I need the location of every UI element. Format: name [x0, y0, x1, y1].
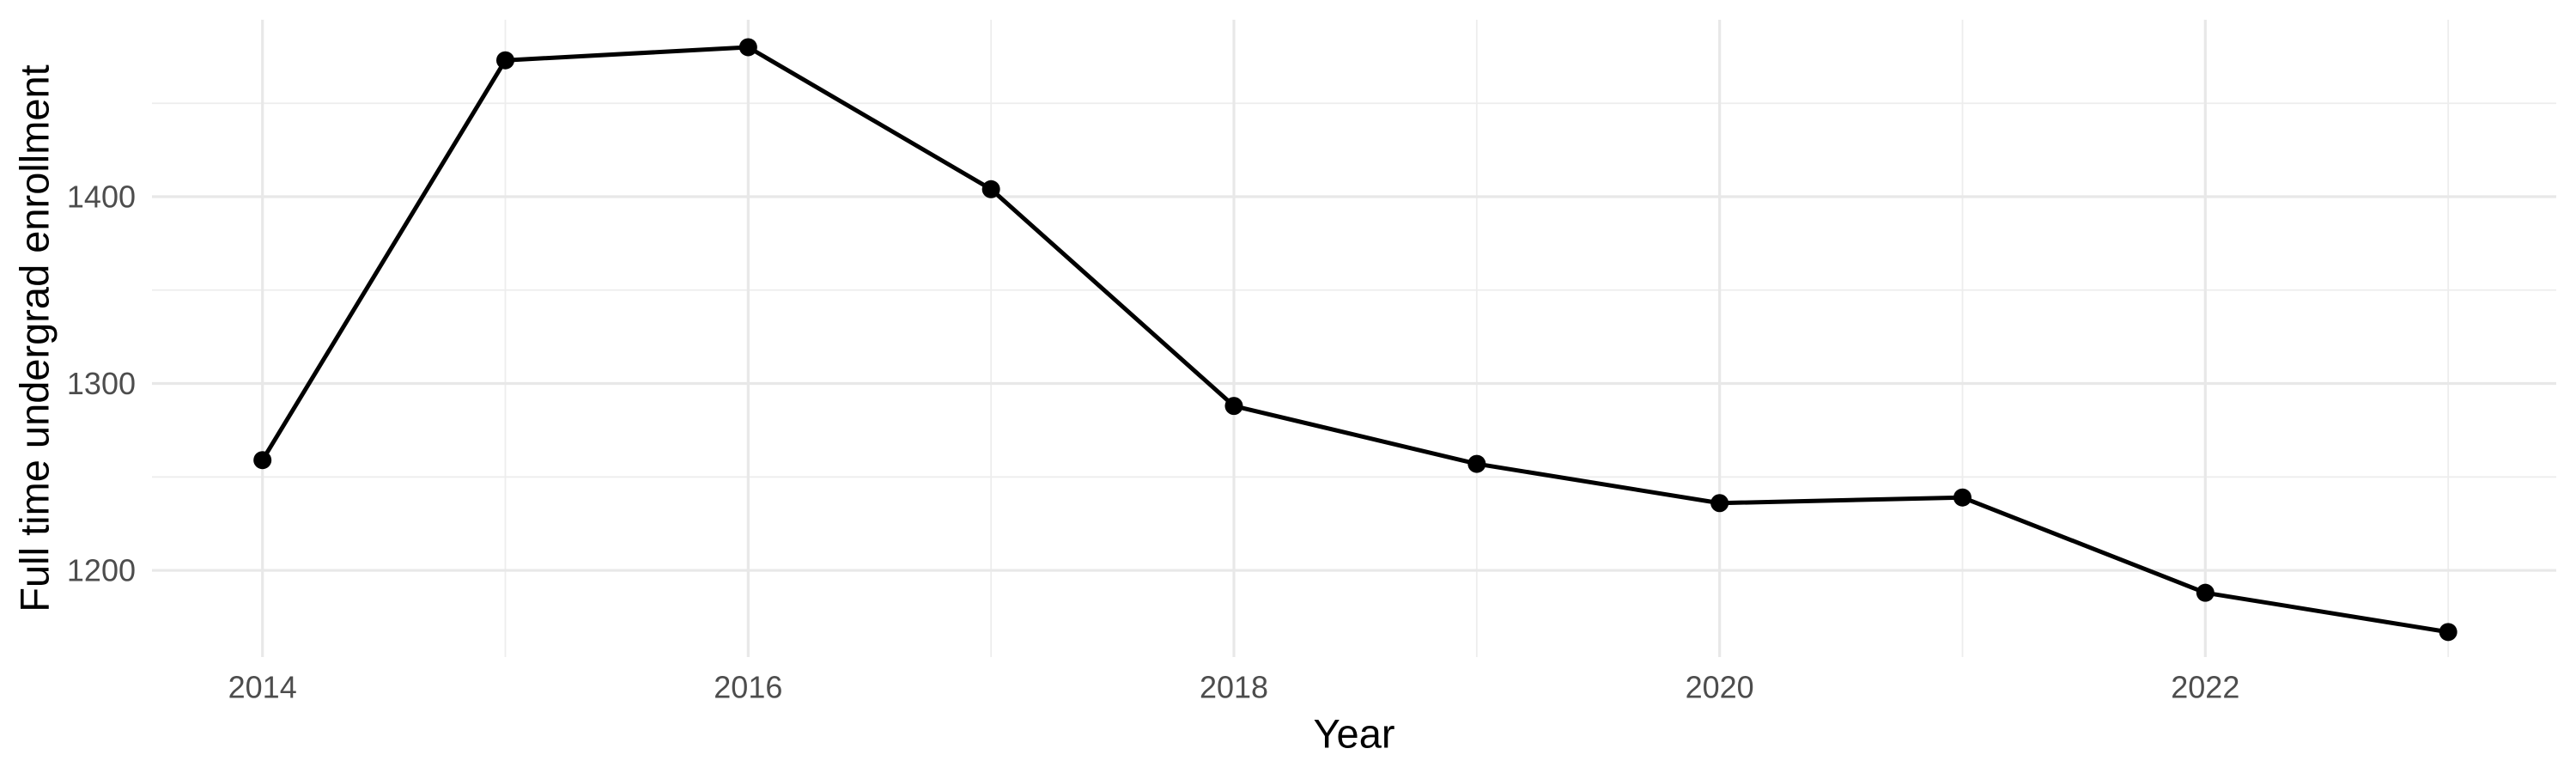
- data-point: [1224, 397, 1243, 416]
- x-axis-title: Year: [1314, 711, 1395, 757]
- data-point: [496, 51, 515, 70]
- x-tick-label: 2014: [228, 670, 297, 705]
- x-tick-label: 2016: [714, 670, 782, 705]
- data-point: [738, 38, 757, 57]
- y-tick-label: 1300: [67, 366, 136, 401]
- data-point: [981, 180, 1000, 198]
- x-tick-label: 2022: [2171, 670, 2239, 705]
- x-tick-label: 2018: [1200, 670, 1268, 705]
- series-line: [260, 45, 2451, 635]
- data-point: [253, 451, 272, 470]
- data-point: [1710, 494, 1729, 513]
- y-tick-label: 1200: [67, 553, 136, 588]
- data-point: [2196, 583, 2215, 602]
- data-point: [1467, 454, 1486, 473]
- data-point: [1953, 488, 1971, 507]
- y-tick-label: 1400: [67, 180, 136, 215]
- y-axis-title: Full time undergrad enrollment: [12, 64, 58, 612]
- x-tick-label: 2020: [1686, 670, 1754, 705]
- data-point: [2439, 623, 2458, 642]
